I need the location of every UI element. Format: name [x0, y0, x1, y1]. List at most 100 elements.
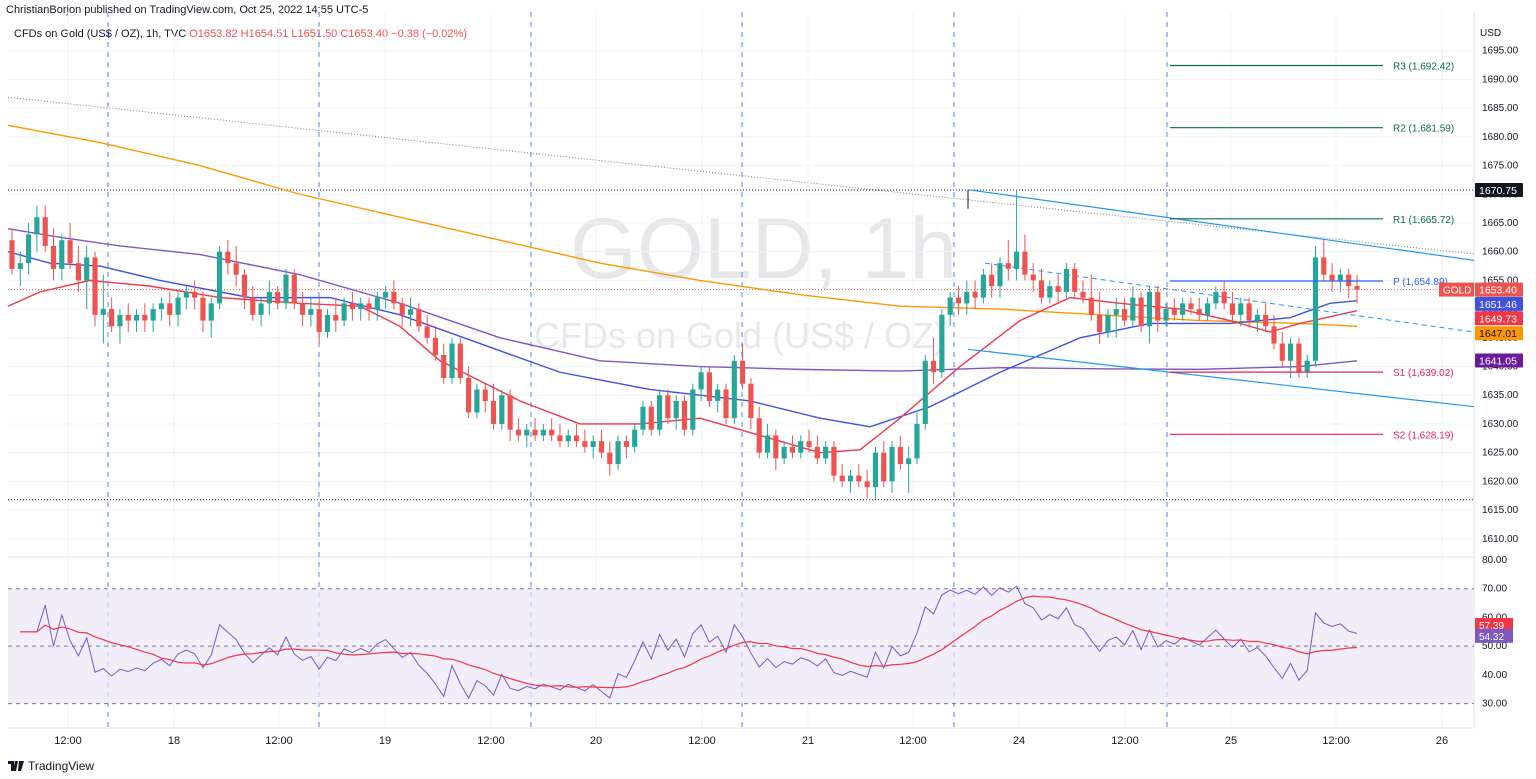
candle-body	[897, 446, 903, 465]
candle-body	[690, 389, 696, 430]
candle-body	[740, 360, 746, 384]
candle-body	[42, 217, 48, 246]
candle-body	[449, 343, 455, 378]
candle-body	[864, 481, 870, 488]
price-tick-label: 1610.00	[1482, 534, 1519, 545]
rsi-tick-label: 40.00	[1482, 670, 1507, 681]
candle-body	[681, 400, 688, 430]
candle-body	[192, 291, 198, 298]
time-tick-label: 18	[168, 735, 180, 747]
candle-body	[557, 435, 563, 442]
price-axis-unit: USD	[1480, 28, 1501, 39]
candle-body	[466, 378, 472, 413]
candle-body	[847, 475, 854, 482]
candle-body	[1038, 280, 1045, 298]
candle-body	[241, 274, 248, 298]
rsi-ma-line	[20, 595, 1358, 689]
symbol-name[interactable]: CFDs on Gold (US$ / OZ), 1h, TVC	[14, 28, 187, 40]
sma-orange-tag: 1647.01	[1479, 328, 1517, 340]
candle-body	[9, 240, 15, 269]
footer-brand[interactable]: TradingView	[8, 759, 94, 773]
candle-body	[399, 303, 405, 315]
gold-symbol-tag-bg	[1439, 282, 1474, 297]
candle-body	[947, 297, 953, 315]
candle-body	[1221, 291, 1227, 304]
candle-body	[457, 343, 463, 378]
candle-body	[374, 297, 380, 310]
candle-body	[100, 309, 106, 315]
candle-body	[748, 383, 754, 419]
candle-body	[997, 263, 1003, 287]
candle-body	[1014, 251, 1020, 269]
candle-body	[366, 303, 372, 310]
candle-body	[1346, 274, 1352, 287]
candle-body	[1072, 268, 1078, 292]
candle-body	[316, 309, 322, 333]
pivot-label-r1: R1 (1,665.72)	[1393, 215, 1454, 226]
candle-body	[200, 297, 206, 321]
price-tick-label: 1665.00	[1482, 218, 1519, 229]
candle-body	[1130, 297, 1136, 321]
price-tick-label: 1635.00	[1482, 390, 1519, 401]
price-tick-label: 1625.00	[1482, 448, 1519, 459]
candle-body	[1271, 326, 1277, 344]
price-tick-label: 1675.00	[1482, 161, 1519, 172]
time-tick-label: 12:00	[265, 735, 293, 747]
trendline-long	[7, 96, 1475, 255]
sma-purple-line	[7, 228, 1358, 372]
candle-body	[1288, 343, 1294, 361]
candle-body	[441, 355, 447, 378]
rsi-tag-bg	[1475, 628, 1513, 643]
candle-body	[424, 326, 430, 338]
price-tick-label: 1660.00	[1482, 247, 1519, 258]
candle-body	[1055, 286, 1061, 292]
candle-body	[764, 435, 771, 453]
candle-body	[67, 240, 73, 264]
candle-body	[881, 452, 887, 482]
candle-body	[931, 360, 937, 373]
price-tick-label: 1695.00	[1482, 46, 1519, 57]
candle-body	[773, 435, 779, 459]
candle-body	[806, 441, 812, 447]
candle-body	[432, 337, 438, 356]
channel-lower-line	[967, 348, 1475, 408]
ema-blue-tag: 1651.46	[1479, 299, 1517, 311]
time-tick-label: 24	[1013, 735, 1025, 747]
candle-body	[906, 458, 912, 465]
candle-body	[358, 303, 364, 310]
candle-body	[657, 395, 663, 430]
candle-body	[117, 314, 123, 327]
ohlc-close: C1653.40	[340, 28, 389, 40]
candle-body	[1088, 297, 1094, 315]
candle-body	[939, 314, 945, 373]
time-tick-label: 19	[379, 735, 391, 747]
candle-body	[258, 303, 264, 315]
candle-body	[1304, 360, 1310, 373]
candle-body	[341, 303, 347, 321]
candle-body	[549, 429, 555, 436]
rsi-tick-label: 70.00	[1482, 584, 1507, 595]
candle-body	[183, 291, 189, 298]
publisher-line: ChristianBorjon published on TradingView…	[6, 4, 369, 16]
candle-body	[84, 257, 90, 281]
candle-body	[1238, 303, 1244, 315]
candle-body	[1146, 291, 1153, 327]
ohlc-high: H1654.51	[240, 28, 289, 40]
candle-body	[640, 406, 646, 430]
candle-body	[1080, 291, 1086, 298]
candle-body	[1204, 303, 1211, 315]
candle-body	[889, 446, 895, 482]
candle-body	[150, 309, 156, 321]
price-tick-label: 1620.00	[1482, 476, 1519, 487]
ema-red-tag: 1649.73	[1479, 313, 1517, 325]
candle-body	[391, 291, 397, 304]
candle-body	[673, 400, 679, 419]
candle-body	[706, 372, 712, 401]
last-price-tag-bg	[1475, 282, 1523, 297]
candle-body	[167, 303, 173, 315]
candle-body	[1121, 309, 1128, 321]
candle-body	[158, 303, 165, 310]
candle-body	[989, 274, 995, 287]
candle-body	[109, 309, 115, 327]
